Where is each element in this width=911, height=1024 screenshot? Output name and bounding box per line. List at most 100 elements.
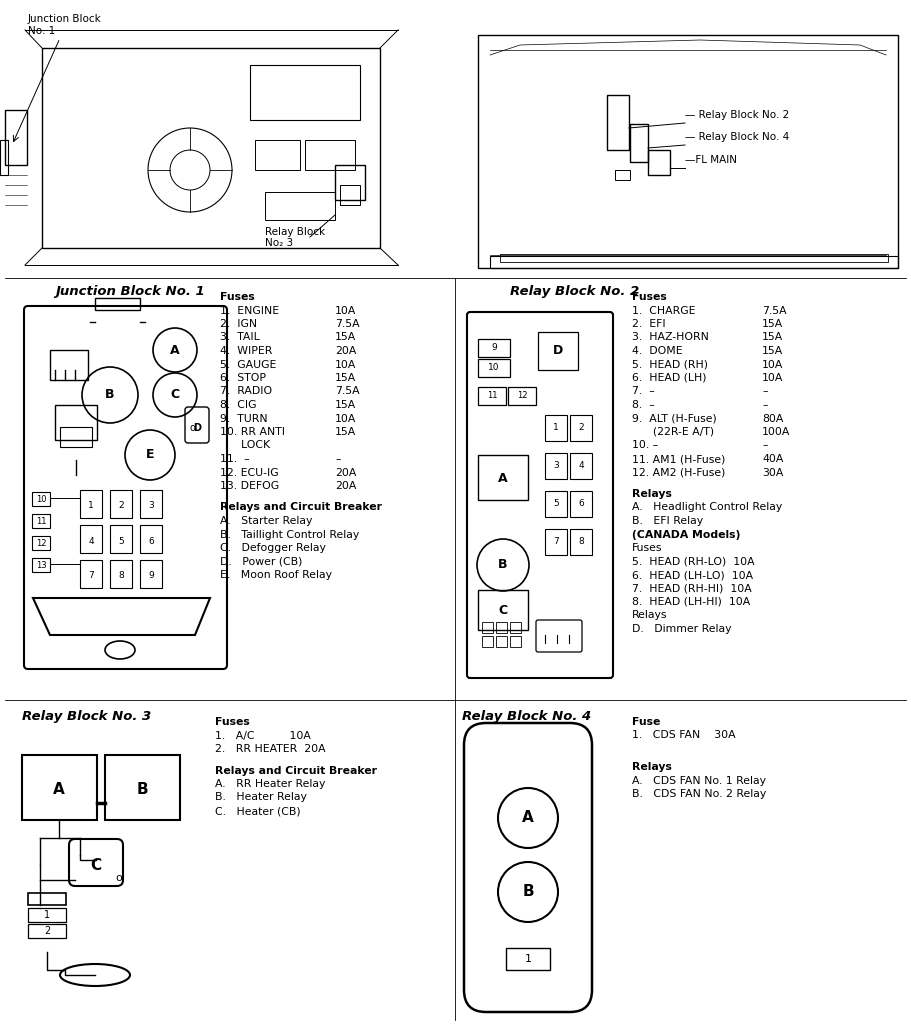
Bar <box>335 165 365 200</box>
Text: 100A: 100A <box>762 427 791 437</box>
Text: Relays: Relays <box>632 489 672 499</box>
Bar <box>545 453 567 479</box>
Text: 7.  –: 7. – <box>632 386 655 396</box>
Text: 30A: 30A <box>762 468 783 477</box>
Text: Junction Block: Junction Block <box>28 14 102 24</box>
Text: 3.  TAIL: 3. TAIL <box>220 333 260 342</box>
Text: 15A: 15A <box>335 333 356 342</box>
Text: A.   CDS FAN No. 1 Relay: A. CDS FAN No. 1 Relay <box>632 775 766 785</box>
Text: 5: 5 <box>118 537 124 546</box>
Text: B: B <box>106 388 115 401</box>
Text: Fuses: Fuses <box>215 717 250 727</box>
Text: C.   Heater (CB): C. Heater (CB) <box>215 806 301 816</box>
Text: C: C <box>170 388 179 401</box>
Text: No. 1: No. 1 <box>28 26 56 36</box>
Text: 11: 11 <box>486 391 497 400</box>
Bar <box>50 350 88 380</box>
Text: Relay Block No. 4: Relay Block No. 4 <box>462 710 591 723</box>
Text: A.   Starter Relay: A. Starter Relay <box>220 516 312 526</box>
Bar <box>607 95 629 150</box>
Text: 8: 8 <box>118 571 124 581</box>
Text: 10. –: 10. – <box>632 440 659 451</box>
Text: Relays and Circuit Breaker: Relays and Circuit Breaker <box>215 766 377 775</box>
Text: Relay Block No. 2: Relay Block No. 2 <box>510 285 640 298</box>
Text: D.   Power (CB): D. Power (CB) <box>220 556 302 566</box>
Text: B: B <box>522 885 534 899</box>
Bar <box>478 339 510 357</box>
Text: 40A: 40A <box>762 454 783 464</box>
Text: –: – <box>335 454 341 464</box>
Text: A: A <box>53 782 65 798</box>
Text: Relay Block No. 3: Relay Block No. 3 <box>22 710 151 723</box>
Text: Fuses: Fuses <box>632 292 667 302</box>
Bar <box>482 636 493 647</box>
Bar <box>32 558 50 572</box>
Text: 7.5A: 7.5A <box>335 386 360 396</box>
Text: 1: 1 <box>88 502 94 511</box>
Text: o: o <box>116 873 122 883</box>
Bar <box>55 406 97 440</box>
Text: 10A: 10A <box>762 359 783 370</box>
Text: No₂ 3: No₂ 3 <box>265 238 293 248</box>
Text: 15A: 15A <box>335 400 356 410</box>
Text: 15A: 15A <box>762 319 783 329</box>
Bar <box>478 455 528 500</box>
Text: 7.  RADIO: 7. RADIO <box>220 386 272 396</box>
Text: 4: 4 <box>88 537 94 546</box>
Text: 9: 9 <box>491 343 496 352</box>
Bar <box>28 908 66 922</box>
Text: A.   RR Heater Relay: A. RR Heater Relay <box>215 779 325 790</box>
Text: 7: 7 <box>553 538 558 547</box>
Text: D: D <box>193 423 201 433</box>
Text: 1: 1 <box>553 424 558 432</box>
Text: 4.  DOME: 4. DOME <box>632 346 682 356</box>
Text: 15A: 15A <box>335 427 356 437</box>
Text: –: – <box>762 400 767 410</box>
Text: 2.  IGN: 2. IGN <box>220 319 257 329</box>
Text: o: o <box>189 423 195 433</box>
Text: Relays: Relays <box>632 610 668 621</box>
Text: 3.  HAZ-HORN: 3. HAZ-HORN <box>632 333 709 342</box>
Text: 2: 2 <box>118 502 124 511</box>
Text: 15A: 15A <box>762 333 783 342</box>
Bar <box>545 529 567 555</box>
Text: 2: 2 <box>578 424 584 432</box>
Text: C: C <box>498 604 507 617</box>
Text: 2: 2 <box>44 926 50 936</box>
Text: 20A: 20A <box>335 468 356 477</box>
Text: 80A: 80A <box>762 414 783 424</box>
Bar <box>0 140 8 175</box>
Bar <box>508 387 536 406</box>
Bar <box>545 490 567 517</box>
Bar <box>490 256 898 268</box>
Bar <box>630 124 648 162</box>
Text: 6.  HEAD (LH-LO)  10A: 6. HEAD (LH-LO) 10A <box>632 570 753 580</box>
Text: (CANADA Models): (CANADA Models) <box>632 529 741 540</box>
Text: 1: 1 <box>44 910 50 920</box>
Text: 11: 11 <box>36 516 46 525</box>
Text: A: A <box>170 343 179 356</box>
Text: C: C <box>90 857 101 872</box>
Bar <box>110 525 132 553</box>
Text: B: B <box>136 782 148 798</box>
Text: B.   CDS FAN No. 2 Relay: B. CDS FAN No. 2 Relay <box>632 790 766 799</box>
Text: 10: 10 <box>488 364 500 373</box>
Bar <box>105 755 180 820</box>
Text: 11. AM1 (H-Fuse): 11. AM1 (H-Fuse) <box>632 454 725 464</box>
Text: B.   EFI Relay: B. EFI Relay <box>632 516 703 526</box>
Text: Junction Block No. 1: Junction Block No. 1 <box>55 285 205 298</box>
Bar <box>60 427 92 447</box>
Text: 3: 3 <box>148 502 154 511</box>
Text: 8.  CIG: 8. CIG <box>220 400 257 410</box>
Bar <box>482 622 493 633</box>
Text: 1: 1 <box>525 954 531 964</box>
Text: B: B <box>498 558 507 571</box>
Bar <box>80 525 102 553</box>
Bar <box>32 492 50 506</box>
Text: Relays and Circuit Breaker: Relays and Circuit Breaker <box>220 503 382 512</box>
Text: 11.  –: 11. – <box>220 454 250 464</box>
Bar <box>5 110 27 165</box>
Text: 8: 8 <box>578 538 584 547</box>
Bar <box>140 525 162 553</box>
Bar <box>28 924 66 938</box>
